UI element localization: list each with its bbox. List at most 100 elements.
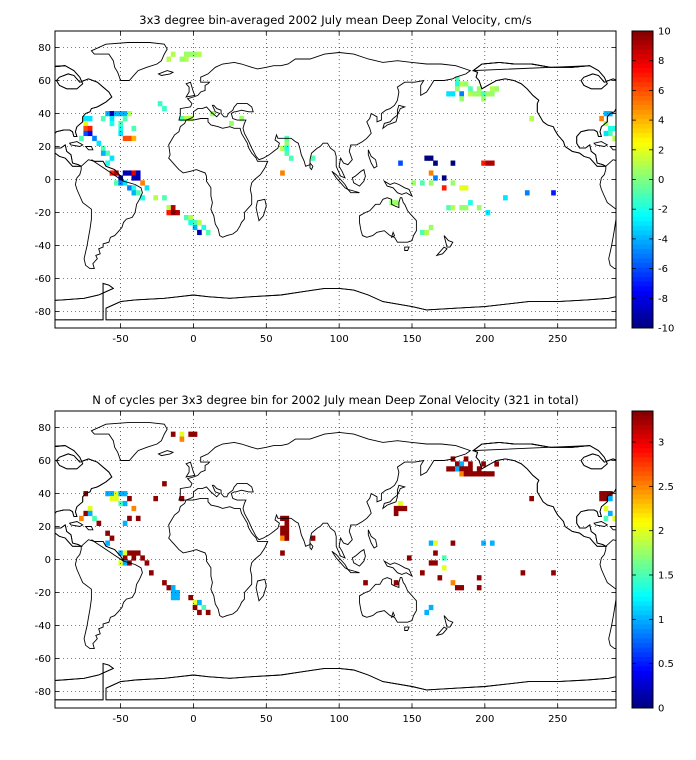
x-tick-label: -50 [112,714,128,725]
data-bin [87,125,93,132]
data-bin [494,86,499,92]
data-bin [476,205,482,211]
data-bin [166,205,172,211]
data-bin [481,461,486,467]
data-bin [131,175,137,181]
colorbar-segment [632,142,653,148]
data-bin [122,115,128,122]
data-bin [437,575,443,581]
colorbar-segment [632,156,653,162]
data-bin [603,495,609,502]
data-bin [489,86,495,92]
colorbar-segment [632,485,653,491]
coastline [599,539,616,650]
data-bin [280,550,285,556]
data-bin [118,111,124,117]
colorbar-segment [632,605,653,612]
data-bin [188,431,193,437]
data-bin [153,195,159,201]
colorbar-segment [632,615,653,621]
data-bin [441,565,447,571]
colorbar-segment [632,137,653,143]
coastline [255,578,267,602]
colorbar-segment [632,462,653,468]
data-bin [603,120,609,127]
data-bin [144,185,150,191]
colorbar-segment [632,31,653,37]
data-bin [280,145,285,151]
colorbar-segment [632,610,653,616]
x-tick-label: 250 [548,714,567,725]
data-bin [205,229,211,236]
data-bin [603,130,609,137]
colorbar-segment [632,314,653,320]
coastline [367,149,378,169]
data-bin [489,540,495,546]
data-bin [428,540,434,546]
data-bin [105,540,110,546]
data-bin [175,210,180,216]
data-bin [310,155,316,161]
data-bin [441,175,447,181]
data-bin [459,205,465,211]
grid-lines [55,411,616,708]
data-bin [122,500,128,507]
colorbar-segment [632,253,653,259]
data-bin [229,120,234,127]
colorbar-segment [632,457,653,463]
data-bin [100,150,106,156]
data-bin [170,210,176,216]
y-tick-label: 20 [38,142,51,153]
data-bin [459,96,465,102]
coastline [593,521,609,527]
data-bin [127,111,132,117]
data-bin [463,466,469,472]
colorbar-tick-label: 10 [658,27,671,38]
colorbar-segment [632,207,653,213]
data-bin [127,185,132,191]
data-bin [284,150,290,156]
data-bin [131,505,137,512]
data-bin [127,170,132,176]
colorbar-segment [632,216,653,222]
data-bin [284,145,290,151]
coastline [105,667,616,701]
colorbar-segment [632,54,653,60]
colorbar-segment [632,513,653,519]
colorbar-segment [632,656,653,663]
colorbar-segment [632,554,653,560]
data-bin [284,535,290,541]
data-bin [420,180,425,186]
data-bin [446,466,451,472]
y-tick-label: -40 [35,621,51,632]
data-bin [454,86,460,92]
data-bin [406,555,412,561]
data-bin [551,190,556,196]
data-bin [131,190,137,196]
colorbar-segment [632,475,653,482]
colorbar-segment [632,170,653,176]
data-bin [481,160,486,166]
colorbar-segment [632,276,653,283]
data-bin [603,505,609,512]
colorbar-segment [632,300,653,306]
colorbar-segment [632,133,653,139]
data-bin [122,491,128,497]
colorbar-segment [632,323,653,329]
data-bin [118,130,124,137]
data-bin [402,505,408,512]
colorbar-segment [632,263,653,269]
colorbar-segment [632,77,653,83]
coastline [168,497,269,618]
data-bin [162,195,167,201]
data-bin [162,580,167,586]
data-bin [135,550,141,556]
data-bin [503,195,508,201]
data-bin [428,224,434,231]
colorbar-segment [632,72,653,78]
coastline [683,451,696,456]
data-bin [170,594,176,601]
data-bin [188,214,193,221]
data-bin [131,170,137,176]
colorbar-segment [632,503,653,509]
